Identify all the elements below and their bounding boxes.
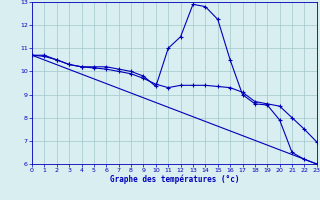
X-axis label: Graphe des températures (°c): Graphe des températures (°c) [110,175,239,184]
